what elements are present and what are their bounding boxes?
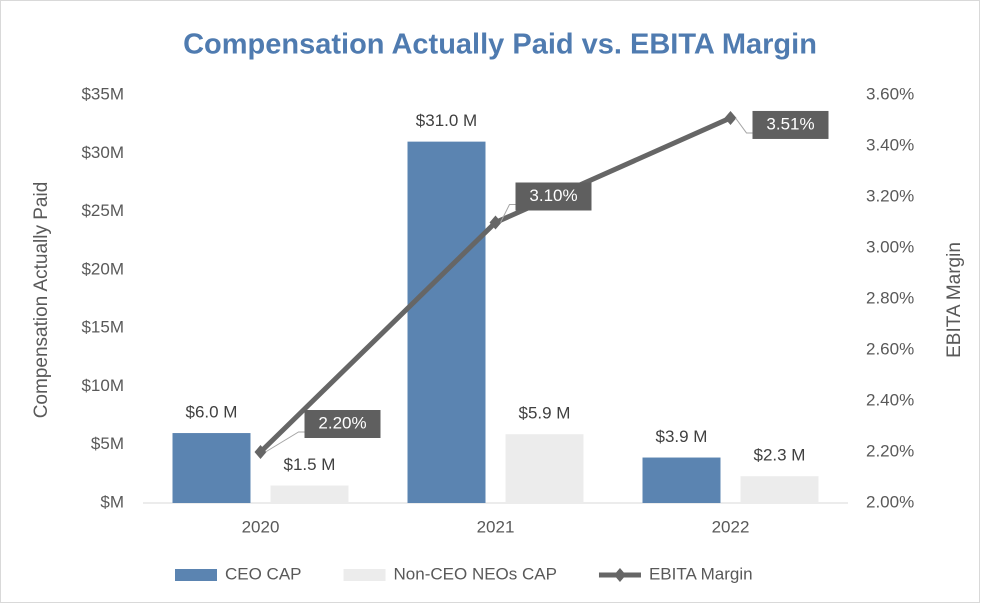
bar-value-label: $3.9 M (656, 427, 708, 446)
line-marker (489, 215, 502, 230)
y2-tick-label: 3.00% (866, 237, 914, 256)
bar-value-label: $31.0 M (416, 111, 477, 130)
y-tick-label: $20M (81, 259, 124, 278)
y2-axis-title: EBITA Margin (944, 242, 965, 358)
bar (407, 141, 486, 503)
bar (740, 476, 819, 503)
leader-line (265, 431, 305, 453)
x-tick-label: 2022 (712, 517, 750, 536)
legend-label: CEO CAP (225, 564, 302, 583)
legend-swatch (175, 569, 217, 581)
y-tick-label: $15M (81, 318, 124, 337)
line-value-label: 3.51% (766, 114, 814, 133)
line-value-label: 3.10% (529, 186, 577, 205)
x-tick-label: 2020 (242, 517, 280, 536)
bar (505, 434, 584, 503)
legend-marker (613, 568, 626, 582)
bar (642, 457, 721, 503)
legend-swatch (343, 569, 386, 581)
chart-title: Compensation Actually Paid vs. EBITA Mar… (183, 29, 817, 61)
x-tick-label: 2021 (477, 517, 515, 536)
y-tick-label: $25M (81, 201, 124, 220)
y2-tick-label: 2.40% (866, 390, 914, 409)
bar-value-label: $5.9 M (519, 404, 571, 423)
y-axis-title: Compensation Actually Paid (31, 182, 52, 419)
line-value-label: 2.20% (318, 413, 366, 432)
y-tick-label: $5M (91, 434, 124, 453)
y2-tick-label: 3.20% (866, 186, 914, 205)
line-marker (254, 445, 267, 459)
bar-value-label: $2.3 M (754, 446, 806, 465)
data-label-box (304, 410, 381, 438)
legend-label: EBITA Margin (649, 564, 753, 583)
y2-tick-label: 2.80% (866, 288, 914, 307)
y-tick-label: $35M (81, 84, 124, 103)
y2-tick-label: 3.40% (866, 135, 914, 154)
legend-label: Non-CEO NEOs CAP (394, 564, 557, 583)
y2-tick-label: 2.60% (866, 339, 914, 358)
y2-tick-label: 3.60% (866, 84, 914, 103)
y2-tick-label: 2.00% (866, 492, 914, 511)
bar (172, 433, 251, 503)
bar (270, 485, 349, 503)
leader-line (500, 204, 516, 223)
y2-tick-label: 2.20% (866, 441, 914, 460)
y-tick-label: $10M (81, 376, 124, 395)
y-tick-label: $30M (81, 143, 124, 162)
bar-value-label: $6.0 M (186, 403, 238, 422)
data-label-box (515, 182, 592, 211)
data-label-box (752, 110, 829, 139)
bar-value-label: $1.5 M (284, 455, 336, 474)
leader-line (735, 117, 753, 134)
line-marker (724, 110, 737, 125)
y-tick-label: $M (100, 492, 124, 511)
